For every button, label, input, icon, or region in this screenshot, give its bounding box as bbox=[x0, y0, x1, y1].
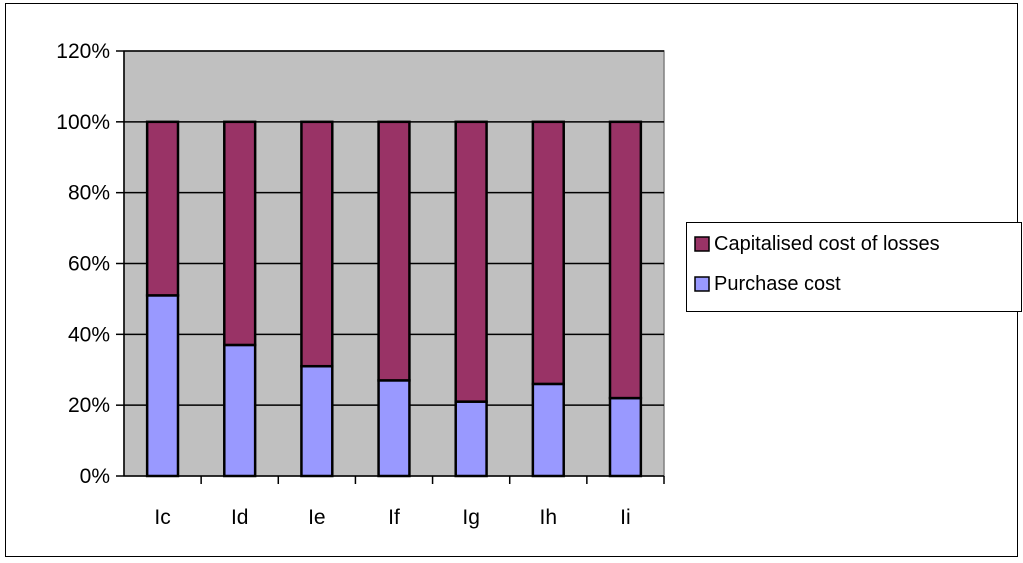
y-tick-label: 100% bbox=[56, 111, 110, 134]
x-tick-label: Ih bbox=[540, 506, 558, 529]
x-tick-label: Ie bbox=[308, 506, 326, 529]
y-tick-labels: 0% 20% 40% 60% 80% 100% 120% bbox=[56, 40, 110, 488]
bar-purchase-cost-id bbox=[223, 343, 257, 478]
bars bbox=[145, 120, 643, 478]
bar-purchase-cost-ih bbox=[531, 382, 565, 478]
y-tick-label: 40% bbox=[68, 323, 110, 346]
bar-purchase-cost-ic bbox=[145, 294, 180, 478]
y-tick-label: 0% bbox=[80, 465, 110, 488]
legend-swatch bbox=[694, 236, 710, 252]
x-tick-label: If bbox=[388, 506, 400, 529]
x-tick-label: Ig bbox=[462, 506, 480, 529]
bar-capitalised-cost-of-losses-if bbox=[377, 120, 411, 382]
x-tick-label: Id bbox=[231, 506, 249, 529]
y-tick-label: 20% bbox=[68, 394, 110, 417]
x-tick-labels: Ic Id Ie If Ig Ih Ii bbox=[154, 506, 630, 529]
legend-swatch bbox=[694, 276, 710, 292]
y-tick-label: 120% bbox=[56, 40, 110, 63]
bar-capitalised-cost-of-losses-ii bbox=[608, 120, 643, 400]
legend: Capitalised cost of losses Purchase cost bbox=[686, 222, 1022, 312]
bar-purchase-cost-if bbox=[377, 379, 411, 478]
bar-purchase-cost-ie bbox=[300, 364, 334, 478]
bar-capitalised-cost-of-losses-id bbox=[223, 120, 257, 347]
legend-label: Capitalised cost of losses bbox=[714, 233, 940, 255]
legend-label: Purchase cost bbox=[714, 273, 841, 295]
y-tick-label: 80% bbox=[68, 182, 110, 205]
axes bbox=[116, 50, 665, 484]
x-tick-label: Ii bbox=[620, 506, 631, 529]
bar-purchase-cost-ii bbox=[608, 396, 643, 478]
bar-purchase-cost-ig bbox=[454, 400, 488, 478]
y-tick-label: 60% bbox=[68, 253, 110, 276]
bar-capitalised-cost-of-losses-ig bbox=[454, 120, 488, 403]
x-tick-label: Ic bbox=[154, 506, 170, 529]
bar-capitalised-cost-of-losses-ie bbox=[300, 120, 334, 368]
bar-capitalised-cost-of-losses-ic bbox=[145, 120, 180, 297]
bar-capitalised-cost-of-losses-ih bbox=[531, 120, 565, 386]
